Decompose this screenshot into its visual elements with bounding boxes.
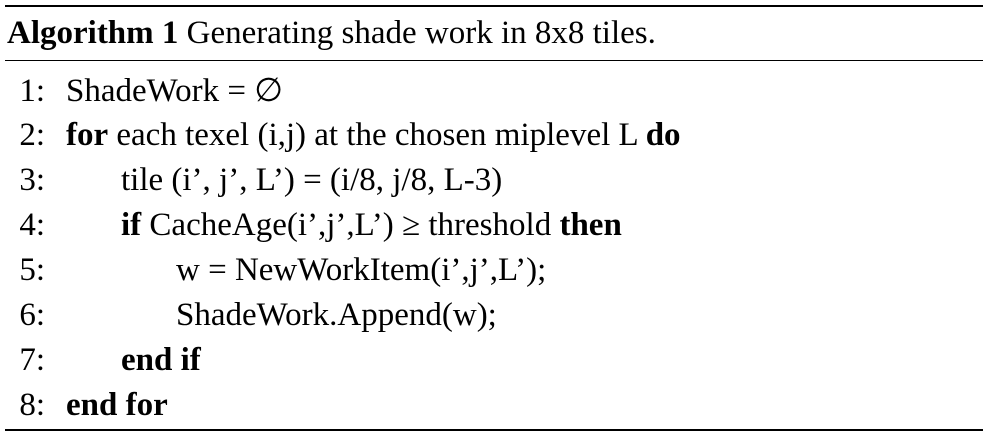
code-text: CacheAge(i’,j’,L’) ≥ threshold [141, 207, 560, 243]
code-text: each texel (i,j) at the chosen miplevel … [108, 117, 646, 153]
line-code: ShadeWork = ∅ [66, 69, 283, 113]
line-code: w = NewWorkItem(i’,j’,L’); [176, 248, 546, 292]
line-number: 2: [19, 117, 45, 153]
line-number: 1: [19, 73, 45, 109]
algorithm-label: Algorithm 1 [7, 15, 179, 51]
line-number: 6: [19, 297, 45, 333]
caption-rule [5, 60, 983, 61]
code-text: ShadeWork = ∅ [66, 73, 283, 109]
code-text: w = NewWorkItem(i’,j’,L’); [176, 252, 547, 288]
keyword-if: if [121, 207, 142, 243]
line-number: 3: [19, 162, 45, 198]
line-code: tile (i’, j’, L’) = (i/8, j/8, L-3) [121, 158, 502, 202]
code-text: tile (i’, j’, L’) = (i/8, j/8, L-3) [121, 162, 503, 198]
keyword-then: then [559, 207, 622, 243]
line-code: for each texel (i,j) at the chosen miple… [66, 113, 681, 157]
line-code: if CacheAge(i’,j’,L’) ≥ threshold then [121, 203, 622, 247]
algorithm-box: Algorithm 1 Generating shade work in 8x8… [5, 5, 983, 431]
keyword-for: for [66, 117, 109, 153]
line-code: end if [121, 338, 201, 382]
line-code: end for [66, 383, 168, 427]
line-code: ShadeWork.Append(w); [176, 293, 497, 337]
line-number: 5: [19, 252, 45, 288]
algorithm-caption: Algorithm 1 Generating shade work in 8x8… [7, 11, 656, 55]
line-number: 8: [19, 387, 45, 423]
code-text: ShadeWork.Append(w); [176, 297, 497, 333]
line-number: 4: [19, 207, 45, 243]
bottom-rule [5, 429, 983, 431]
keyword-do: do [645, 117, 681, 153]
line-number: 7: [19, 342, 45, 378]
top-rule [5, 5, 983, 7]
keyword-end-for: end for [66, 387, 168, 423]
algorithm-title: Generating shade work in 8x8 tiles. [186, 15, 656, 51]
keyword-end-if: end if [121, 342, 201, 378]
